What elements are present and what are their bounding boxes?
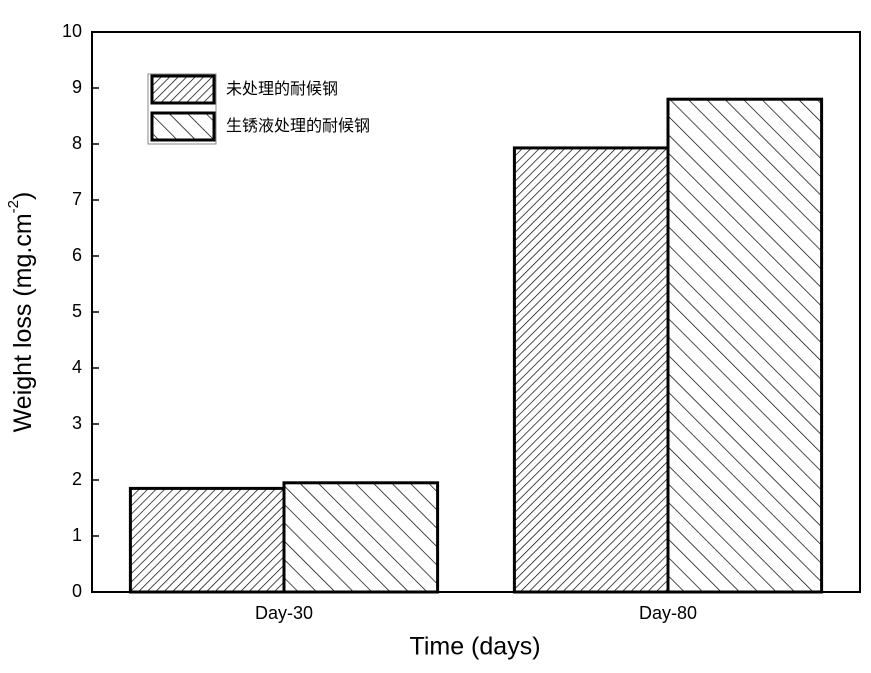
y-tick-label: 3 xyxy=(72,413,82,433)
y-tick-label: 0 xyxy=(72,581,82,601)
y-tick-label: 7 xyxy=(72,189,82,209)
y-tick-label: 10 xyxy=(62,21,82,41)
y-tick-label: 8 xyxy=(72,133,82,153)
legend-swatch xyxy=(150,74,216,105)
y-axis-title-superscript: -2 xyxy=(5,200,22,213)
y-tick-label: 5 xyxy=(72,301,82,321)
y-axis-title-suffix: ) xyxy=(9,192,37,200)
y-tick-label: 2 xyxy=(72,469,82,489)
plot-frame xyxy=(91,31,861,593)
x-axis-title: Time (days) xyxy=(409,633,540,661)
x-tick-label: Day-30 xyxy=(255,603,313,623)
x-tick-label: Day-80 xyxy=(639,603,697,623)
y-axis-title-text: Weight loss (mg.cm xyxy=(9,213,37,432)
y-tick-label: 9 xyxy=(72,77,82,97)
bar xyxy=(666,97,824,594)
y-tick-label: 6 xyxy=(72,245,82,265)
bar xyxy=(128,486,286,594)
bar xyxy=(282,481,440,594)
y-axis-title: Weight loss (mg.cm-2) xyxy=(5,192,37,433)
legend-frame xyxy=(147,73,217,145)
bar xyxy=(512,146,670,594)
legend-label: 未处理的耐候钢 xyxy=(226,80,338,98)
y-tick-label: 4 xyxy=(72,357,82,377)
legend-swatch xyxy=(150,111,216,142)
y-tick-label: 1 xyxy=(72,525,82,545)
legend-label: 生锈液处理的耐候钢 xyxy=(226,117,370,135)
